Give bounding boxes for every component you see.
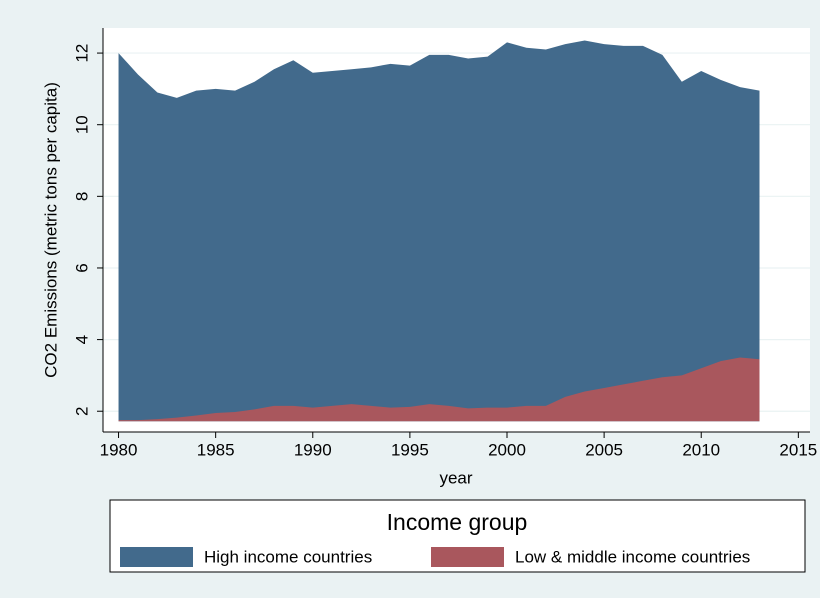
x-tick-label: 1985 — [197, 440, 235, 459]
x-tick-label: 2005 — [585, 440, 623, 459]
legend-label: Low & middle income countries — [515, 547, 750, 566]
y-tick-label: 8 — [72, 192, 91, 201]
legend-title: Income group — [387, 509, 528, 535]
area — [118, 357, 760, 422]
y-tick-label: 12 — [72, 44, 91, 63]
y-tick-label: 4 — [72, 335, 91, 344]
x-tick-label: 2000 — [488, 440, 526, 459]
legend-swatch — [120, 547, 193, 567]
x-tick-label: 2010 — [682, 440, 720, 459]
x-tick-label: 1995 — [391, 440, 429, 459]
legend-label: High income countries — [204, 547, 372, 566]
x-axis-label: year — [439, 468, 472, 487]
x-tick-label: 1980 — [100, 440, 138, 459]
y-axis-label: CO2 Emissions (metric tons per capita) — [41, 82, 60, 378]
x-tick-label: 2015 — [779, 440, 817, 459]
legend-swatch — [431, 547, 504, 567]
y-tick-label: 6 — [72, 263, 91, 272]
x-tick-label: 1990 — [294, 440, 332, 459]
plot-layer: 2 4 6 8 10 12 1980 1985 1990 1995 2000 2005 2010 2015… — [72, 28, 817, 567]
area — [118, 40, 760, 422]
y-tick-label: 2 — [72, 406, 91, 415]
y-tick-label: 10 — [72, 115, 91, 134]
